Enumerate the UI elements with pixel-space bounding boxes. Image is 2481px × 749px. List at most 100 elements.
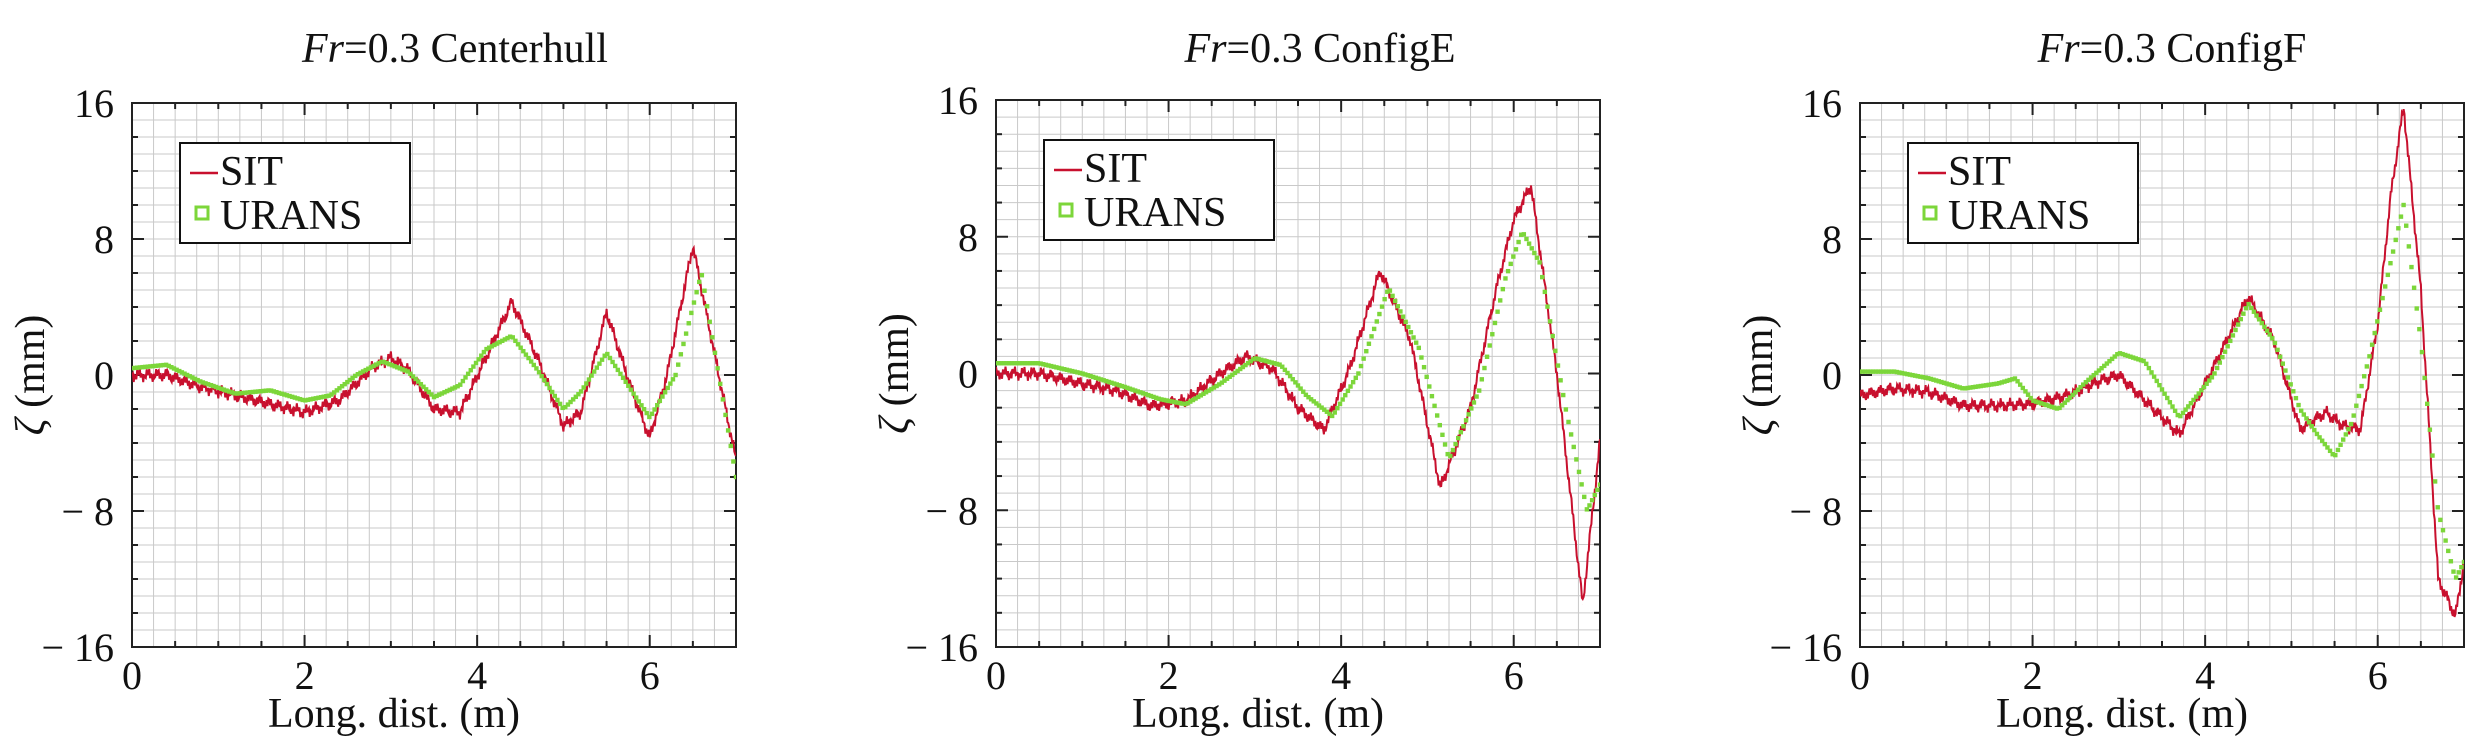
marker-urans (2070, 392, 2075, 398)
marker-urans (1915, 373, 1920, 379)
marker-urans (1516, 239, 1521, 245)
marker-urans (1190, 397, 1196, 403)
marker-urans (1064, 367, 1070, 373)
marker-urans (2154, 378, 2159, 384)
marker-urans (276, 390, 282, 396)
marker-urans (2017, 382, 2023, 387)
marker-urans (247, 390, 253, 395)
marker-urans (704, 304, 710, 309)
marker-urans (1185, 400, 1190, 406)
marker-urans (1905, 371, 1910, 377)
marker-urans (1968, 385, 1973, 390)
y-tick-label: − 8 (925, 488, 978, 533)
marker-urans (1269, 360, 1274, 365)
marker-urans (2406, 244, 2412, 249)
marker-urans (996, 361, 1001, 366)
marker-urans (145, 364, 150, 369)
marker-urans (2025, 392, 2031, 397)
chart-title: Fr=0.3 ConfigF (2037, 26, 2307, 72)
marker-urans (1400, 314, 1406, 319)
marker-urans (1962, 386, 1968, 391)
marker-urans (1214, 383, 1219, 389)
marker-urans (1899, 370, 1905, 376)
marker-urans (649, 411, 655, 417)
marker-urans (1025, 361, 1030, 366)
marker-urans (1343, 392, 1348, 398)
marker-urans (2235, 322, 2241, 327)
marker-urans (1369, 334, 1374, 339)
marker-urans (392, 364, 397, 369)
marker-urans (1248, 358, 1253, 364)
marker-urans (205, 382, 211, 387)
marker-urans (1290, 377, 1295, 382)
marker-urans (1881, 369, 1886, 374)
marker-urans (652, 407, 657, 412)
marker-urans (2138, 357, 2144, 363)
marker-urans (1553, 348, 1558, 354)
marker-urans (2188, 400, 2194, 406)
marker-urans (715, 366, 720, 371)
marker-urans (570, 397, 576, 402)
marker-urans (1532, 250, 1537, 256)
marker-urans (1574, 457, 1579, 462)
y-tick-label: 16 (938, 78, 978, 123)
marker-urans (305, 397, 311, 403)
marker-urans (1421, 364, 1427, 370)
marker-urans (1999, 380, 2005, 385)
y-tick-label: 8 (958, 215, 978, 260)
marker-urans (694, 290, 699, 295)
grid (996, 100, 1600, 647)
marker-urans (999, 361, 1004, 366)
marker-urans (681, 341, 686, 347)
marker-urans (2388, 261, 2393, 266)
x-axis-label: Long. dist. (m) (1132, 691, 1384, 737)
marker-urans (494, 341, 500, 346)
marker-urans (613, 363, 618, 369)
marker-urans (289, 394, 295, 400)
marker-urans (2390, 249, 2396, 254)
marker-urans (179, 370, 185, 375)
marker-urans (2067, 395, 2073, 400)
marker-urans (1505, 268, 1511, 274)
marker-urans (1991, 381, 1997, 387)
marker-urans (1547, 319, 1553, 324)
marker-urans (1568, 432, 1574, 437)
marker-urans (1245, 360, 1251, 366)
marker-urans (1492, 320, 1498, 326)
marker-urans (1377, 311, 1382, 317)
marker-urans (1240, 364, 1246, 370)
marker-urans (442, 390, 447, 395)
marker-urans (526, 355, 531, 361)
marker-urans (1172, 399, 1177, 405)
marker-urans (1232, 370, 1238, 376)
marker-urans (1519, 232, 1524, 237)
marker-urans (1316, 403, 1322, 408)
marker-urans (384, 360, 389, 366)
marker-urans (2446, 548, 2451, 554)
marker-urans (1111, 381, 1117, 386)
plot-area (1860, 106, 2464, 618)
marker-urans (1196, 394, 1201, 400)
marker-urans (311, 396, 316, 401)
marker-urans (539, 373, 544, 379)
marker-urans (1096, 376, 1101, 381)
marker-urans (137, 365, 143, 370)
marker-urans (2448, 559, 2454, 564)
ticks (131, 102, 737, 648)
marker-urans (1508, 261, 1513, 267)
marker-urans (2060, 403, 2065, 408)
marker-urans (1403, 319, 1408, 325)
marker-urans (1175, 400, 1180, 405)
marker-urans (1466, 412, 1471, 417)
marker-urans (2369, 342, 2375, 347)
marker-urans (303, 398, 308, 403)
marker-urans (2380, 295, 2385, 301)
marker-urans (2427, 427, 2433, 432)
x-tick-label: 0 (1850, 653, 1870, 698)
y-tick-label: − 16 (905, 625, 978, 670)
marker-urans (560, 405, 565, 411)
marker-urans (2440, 528, 2446, 533)
marker-urans (1584, 507, 1590, 512)
marker-urans (1406, 324, 1411, 330)
marker-urans (1356, 371, 1361, 376)
